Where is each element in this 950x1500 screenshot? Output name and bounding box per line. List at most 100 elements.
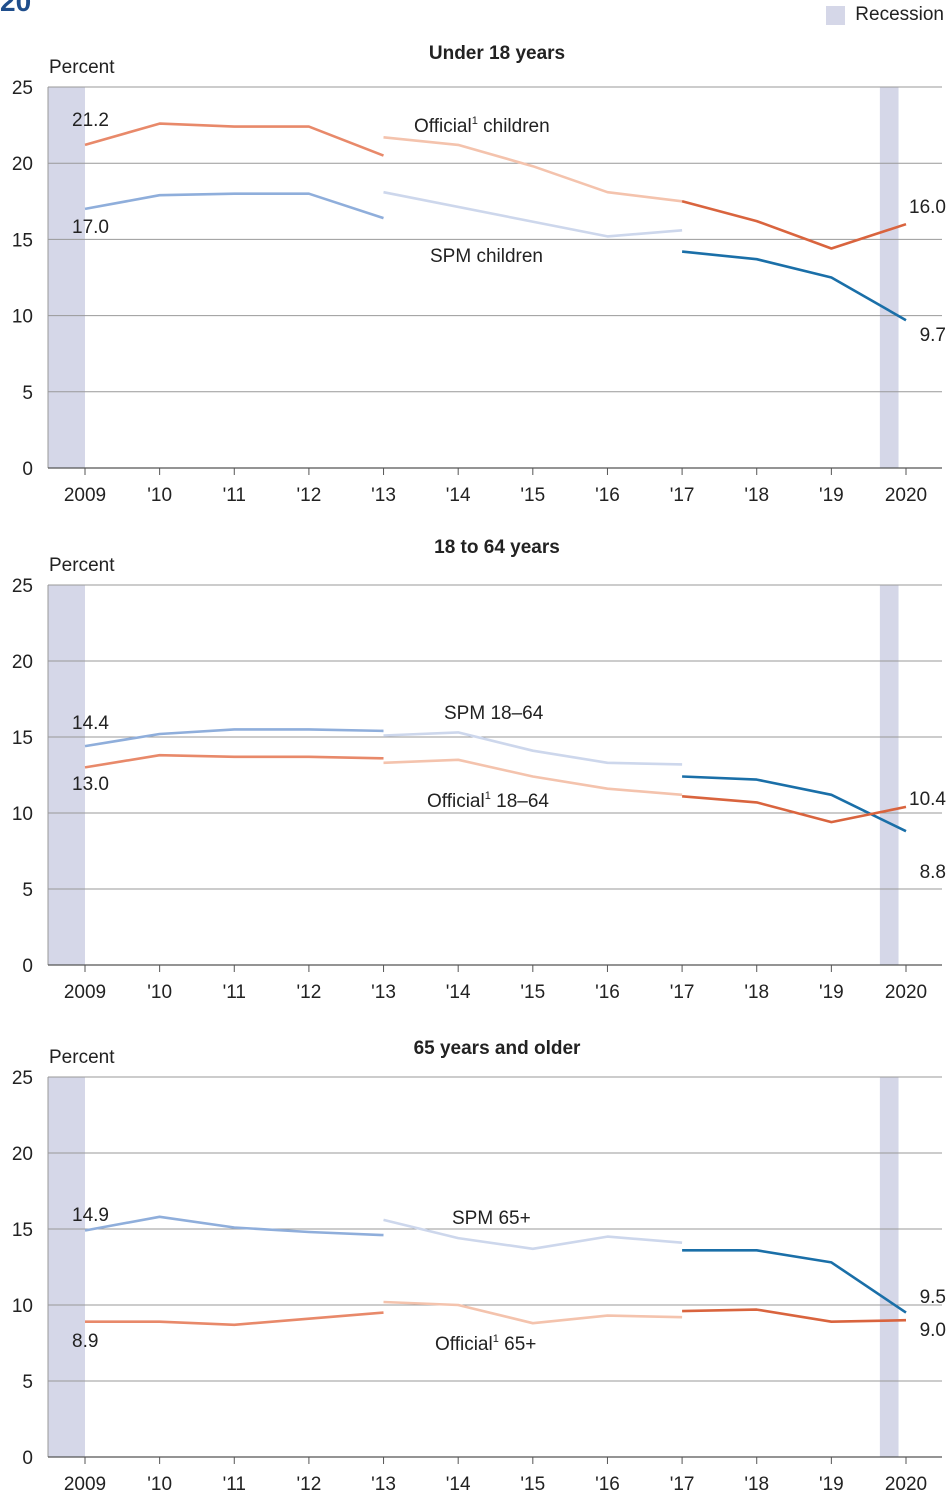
data-label: 17.0 [72,217,109,238]
recession-band [879,585,899,965]
recession-legend-label: Recession [855,4,944,25]
y-tick-label: 5 [22,880,33,901]
series-line-segment [383,1218,683,1251]
data-label: 9.0 [920,1320,946,1341]
y-tick-label: 5 [22,383,33,404]
chart-18-to-64: 0 5 10 15 20 25 2009 '10 '11 '12 '13 '14 '15 '16 '17 '1… [12,537,947,1003]
x-tick-label: '14 [446,485,471,506]
x-tick-label: 2009 [64,1474,106,1495]
data-label: 14.9 [72,1205,109,1226]
chart-title: 65 years and older [414,1038,581,1059]
data-label: 8.9 [72,1331,98,1352]
series-label: Official1 18–64 [427,790,549,812]
series-line-segment [682,1308,907,1324]
x-tick-label: '10 [147,1474,172,1495]
x-tick-label: '12 [297,982,322,1003]
data-label: 10.4 [909,789,946,810]
x-tick-label: 2009 [64,982,106,1003]
data-label: 16.0 [909,197,946,218]
series-official [84,122,907,250]
x-tick-label: '13 [371,485,396,506]
x-tick-label: '15 [520,485,545,506]
series-label: SPM 18–64 [444,703,544,724]
x-tick-label: '12 [297,485,322,506]
series-line-segment [383,1300,683,1325]
y-tick-label: 10 [12,307,33,328]
x-tick-label: '12 [297,1474,322,1495]
series-label: SPM children [430,246,543,267]
x-tick-label: '11 [223,982,246,1003]
series-line-segment [681,795,907,824]
x-tick-label: '14 [446,982,471,1003]
series-line-segment [383,731,683,766]
y-tick-label: 20 [12,1144,33,1165]
series-line-segment [681,200,907,250]
series-line-segment [84,192,384,220]
y-tick-label: 10 [12,804,33,825]
x-tick-label: '19 [819,982,844,1003]
chart-65-and-older: 0 5 10 15 20 25 2009 '10 '11 '12 '13 '14 '15 '16 '17 '1… [12,1038,946,1495]
x-tick-label: 2020 [885,485,927,506]
recession-band [879,1077,899,1457]
y-tick-label: 5 [22,1372,33,1393]
y-axis-label: Percent [49,57,115,78]
y-axis-label: Percent [49,1047,115,1068]
x-tick-label: 2020 [885,1474,927,1495]
x-tick-label: '16 [595,982,620,1003]
x-tick-label: '11 [223,1474,246,1495]
x-tick-label: '18 [744,1474,769,1495]
x-tick-label: '17 [670,1474,695,1495]
data-label: 9.7 [920,325,946,346]
x-tick-label: '18 [744,485,769,506]
x-tick-label: '13 [371,982,396,1003]
x-tick-label: '17 [670,982,695,1003]
x-tick-label: '15 [520,982,545,1003]
chart-title: 18 to 64 years [434,537,560,558]
series-line-segment [383,136,683,203]
chart-title: Under 18 years [429,43,565,64]
series-spm [84,1215,907,1314]
recession-legend-swatch [826,5,846,25]
x-tick-label: '16 [595,1474,620,1495]
x-tick-label: 2009 [64,485,106,506]
x-tick-label: '10 [147,485,172,506]
series-line-segment [85,1311,384,1327]
x-tick-label: '19 [819,485,844,506]
y-tick-label: 20 [12,652,33,673]
series-line-segment [682,1249,907,1314]
y-tick-label: 25 [12,576,33,597]
x-tick-label: '18 [744,982,769,1003]
x-tick-label: 2020 [885,982,927,1003]
series-label: SPM 65+ [452,1208,531,1229]
data-label: 9.5 [920,1287,946,1308]
series-label: Official1 children [414,115,550,137]
recession-band [48,1077,85,1457]
recession-band [48,87,85,468]
chart-under-18: 0 5 10 15 20 25 2009 '10 '11 '12 '13 '14 '15 '16 '17 '1… [12,43,946,506]
series-line-segment [681,250,907,322]
y-tick-label: 0 [22,459,33,480]
y-tick-label: 10 [12,1296,33,1317]
data-label: 8.8 [920,862,946,883]
y-tick-label: 15 [12,1220,33,1241]
y-tick-label: 15 [12,230,33,251]
x-tick-label: '13 [371,1474,396,1495]
series-line-segment [84,1215,384,1237]
y-tick-label: 15 [12,728,33,749]
series-line-segment [383,190,683,238]
y-tick-label: 0 [22,956,33,977]
figure-title-fragment: 20 [0,0,32,17]
y-tick-label: 25 [12,1068,33,1089]
series-line-segment [84,728,384,748]
y-tick-label: 0 [22,1448,33,1469]
y-tick-label: 25 [12,78,33,99]
recession-band [879,87,899,468]
series-official [85,1300,907,1327]
legend: Recession [826,4,944,26]
series-line-segment [383,758,683,797]
series-line-segment [84,753,384,769]
y-tick-label: 20 [12,154,33,175]
series-official [84,753,907,824]
x-tick-label: '19 [819,1474,844,1495]
